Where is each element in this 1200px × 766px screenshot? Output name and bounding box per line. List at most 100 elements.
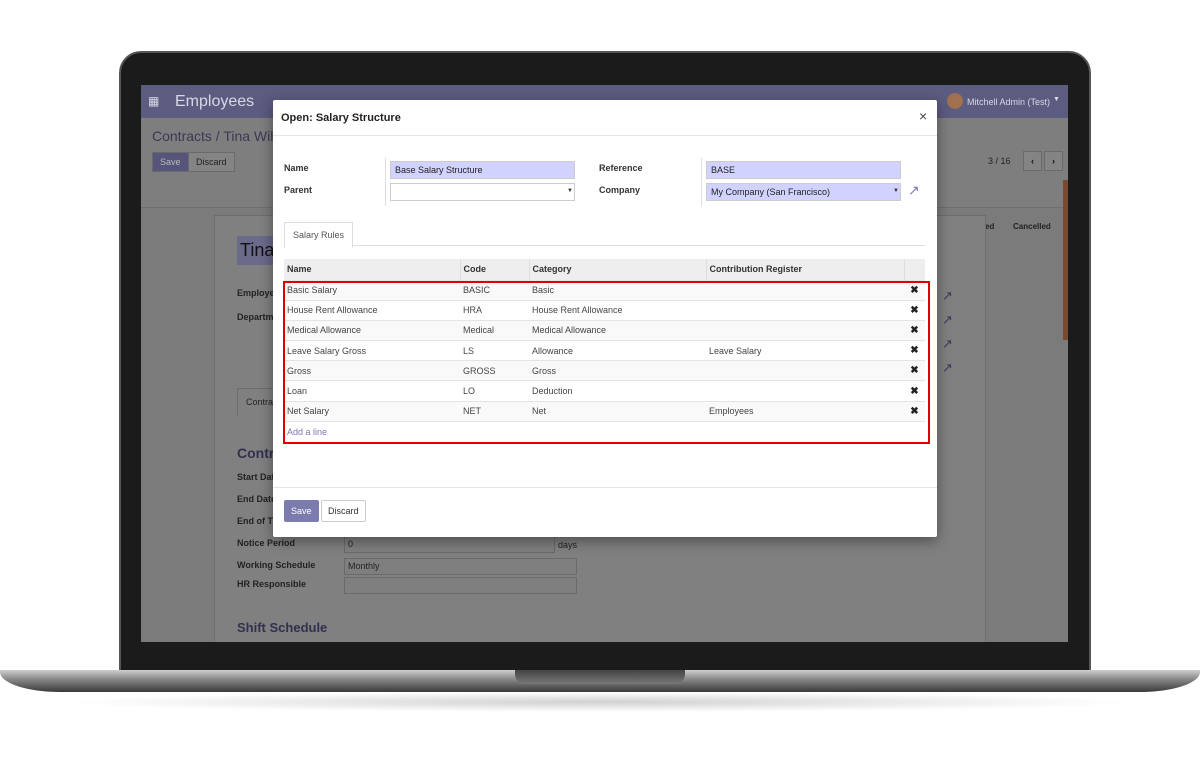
table-row[interactable]: House Rent Allowance HRA House Rent Allowa… bbox=[284, 299, 925, 321]
breadcrumb[interactable]: Contracts / Tina Willia bbox=[152, 128, 288, 144]
tab-salary-rules[interactable]: Salary Rules bbox=[284, 222, 354, 248]
cell-name[interactable]: House Rent Allowance bbox=[284, 299, 460, 321]
contract-title[interactable]: Tina bbox=[237, 236, 278, 265]
company-select[interactable]: My Company (San Francisco) bbox=[706, 183, 901, 201]
divider bbox=[273, 135, 937, 136]
add-line-row: Add a line bbox=[284, 420, 925, 442]
cell-category[interactable]: Net bbox=[529, 400, 706, 422]
cell-contribution-register[interactable] bbox=[706, 380, 904, 402]
delete-row-icon[interactable]: ✖ bbox=[904, 380, 925, 402]
cell-contribution-register[interactable] bbox=[706, 360, 904, 381]
close-icon[interactable]: × bbox=[919, 108, 928, 124]
laptop-shadow bbox=[60, 692, 1140, 712]
app-title[interactable]: Employees bbox=[175, 93, 255, 110]
department-label: Departm bbox=[237, 312, 274, 322]
schedule-label: Working Schedule bbox=[237, 560, 316, 570]
parent-select[interactable] bbox=[390, 183, 575, 201]
external-link-icon[interactable]: ↗ bbox=[942, 288, 953, 303]
cell-code[interactable]: HRA bbox=[460, 299, 529, 321]
scrollbar[interactable] bbox=[1063, 180, 1068, 340]
pager: 3 / 16 bbox=[988, 156, 1011, 166]
divider bbox=[385, 158, 386, 206]
cell-category[interactable]: Gross bbox=[529, 360, 706, 381]
table-row[interactable]: Medical Allowance Medical Medical Allowanc… bbox=[284, 319, 925, 341]
notice-unit: days bbox=[558, 540, 578, 550]
reference-label: Reference bbox=[599, 163, 643, 173]
tab-border bbox=[284, 245, 925, 246]
table-row[interactable]: Net Salary NET Net Employees ✖ bbox=[284, 400, 925, 422]
avatar[interactable] bbox=[947, 93, 963, 109]
working-schedule-select[interactable]: Monthly bbox=[344, 558, 577, 575]
cell-contribution-register[interactable] bbox=[706, 279, 904, 301]
cell-code[interactable]: LO bbox=[460, 380, 529, 402]
column-header-name[interactable]: Name bbox=[284, 259, 461, 280]
caret-down-icon: ▼ bbox=[1053, 96, 1060, 103]
table-row[interactable]: Basic Salary BASIC Basic ✖ bbox=[284, 279, 925, 301]
cell-contribution-register[interactable]: Employees bbox=[706, 400, 904, 422]
table-row[interactable]: Leave Salary Gross LS Allowance Leave Salar… bbox=[284, 340, 925, 361]
cell-code[interactable]: LS bbox=[460, 340, 529, 361]
caret-down-icon: ▼ bbox=[893, 188, 899, 194]
delete-row-icon[interactable]: ✖ bbox=[904, 299, 925, 321]
delete-row-icon[interactable]: ✖ bbox=[904, 400, 925, 422]
laptop-notch bbox=[515, 670, 685, 684]
user-menu[interactable]: Mitchell Admin (Test) bbox=[967, 97, 1051, 107]
divider bbox=[701, 158, 702, 206]
cell-category[interactable]: House Rent Allowance bbox=[529, 299, 706, 321]
cell-contribution-register[interactable]: Leave Salary bbox=[706, 340, 904, 361]
hr-responsible-select[interactable] bbox=[344, 577, 577, 594]
external-link-icon[interactable]: ↗ bbox=[908, 182, 920, 198]
cell-name[interactable]: Basic Salary bbox=[284, 279, 460, 301]
table-row[interactable]: Gross GROSS Gross ✖ bbox=[284, 360, 925, 381]
notice-label: Notice Period bbox=[237, 538, 296, 548]
cell-name[interactable]: Net Salary bbox=[284, 400, 460, 422]
section-title: Contr bbox=[237, 445, 275, 461]
start-date-label: Start Dat bbox=[237, 472, 275, 482]
external-link-icon[interactable]: ↗ bbox=[942, 336, 953, 351]
cell-contribution-register[interactable] bbox=[706, 299, 904, 321]
cell-name[interactable]: Loan bbox=[284, 380, 460, 402]
external-link-icon[interactable]: ↗ bbox=[942, 360, 953, 375]
cell-name[interactable]: Gross bbox=[284, 360, 460, 381]
reference-input[interactable]: BASE bbox=[706, 161, 901, 179]
end-date-label: End Date bbox=[237, 494, 277, 504]
notice-input[interactable]: 0 bbox=[344, 536, 555, 553]
pager-prev-button[interactable]: ‹ bbox=[1023, 151, 1042, 171]
cell-category[interactable]: Deduction bbox=[529, 380, 706, 402]
name-input[interactable]: Base Salary Structure bbox=[390, 161, 575, 179]
cell-name[interactable]: Medical Allowance bbox=[284, 319, 460, 341]
save-button[interactable]: Save bbox=[152, 152, 189, 172]
parent-label: Parent bbox=[284, 185, 313, 195]
salary-structure-dialog: Open: Salary Structure × Name Parent Bas… bbox=[273, 100, 937, 537]
column-header-category[interactable]: Category bbox=[529, 259, 707, 280]
delete-row-icon[interactable]: ✖ bbox=[904, 319, 925, 341]
caret-down-icon: ▼ bbox=[567, 188, 573, 194]
status-cancelled[interactable]: Cancelled bbox=[1013, 222, 1051, 231]
delete-row-icon[interactable]: ✖ bbox=[904, 360, 925, 381]
cell-code[interactable]: BASIC bbox=[460, 279, 529, 301]
discard-button[interactable]: Discard bbox=[188, 152, 235, 172]
save-button[interactable]: Save bbox=[284, 500, 319, 522]
shift-schedule-title: Shift Schedule bbox=[237, 620, 328, 635]
cell-category[interactable]: Basic bbox=[529, 279, 706, 301]
table-row[interactable]: Loan LO Deduction ✖ bbox=[284, 380, 925, 402]
cell-name[interactable]: Leave Salary Gross bbox=[284, 340, 460, 361]
delete-row-icon[interactable]: ✖ bbox=[904, 279, 925, 301]
add-line-link[interactable]: Add a line bbox=[284, 420, 925, 442]
pager-next-button[interactable]: › bbox=[1044, 151, 1063, 171]
cell-code[interactable]: Medical bbox=[460, 319, 529, 341]
name-label: Name bbox=[284, 163, 309, 173]
cell-code[interactable]: NET bbox=[460, 400, 529, 422]
employee-label: Employe bbox=[237, 288, 275, 298]
external-link-icon[interactable]: ↗ bbox=[942, 312, 953, 327]
divider bbox=[273, 487, 937, 488]
column-header-code[interactable]: Code bbox=[460, 259, 530, 280]
cell-category[interactable]: Allowance bbox=[529, 340, 706, 361]
discard-button[interactable]: Discard bbox=[321, 500, 366, 522]
cell-category[interactable]: Medical Allowance bbox=[529, 319, 706, 341]
cell-contribution-register[interactable] bbox=[706, 319, 904, 341]
delete-row-icon[interactable]: ✖ bbox=[904, 340, 925, 361]
column-header-contribution-register[interactable]: Contribution Register bbox=[706, 259, 905, 280]
cell-code[interactable]: GROSS bbox=[460, 360, 529, 381]
apps-grid-icon[interactable]: ▦ bbox=[148, 94, 160, 108]
